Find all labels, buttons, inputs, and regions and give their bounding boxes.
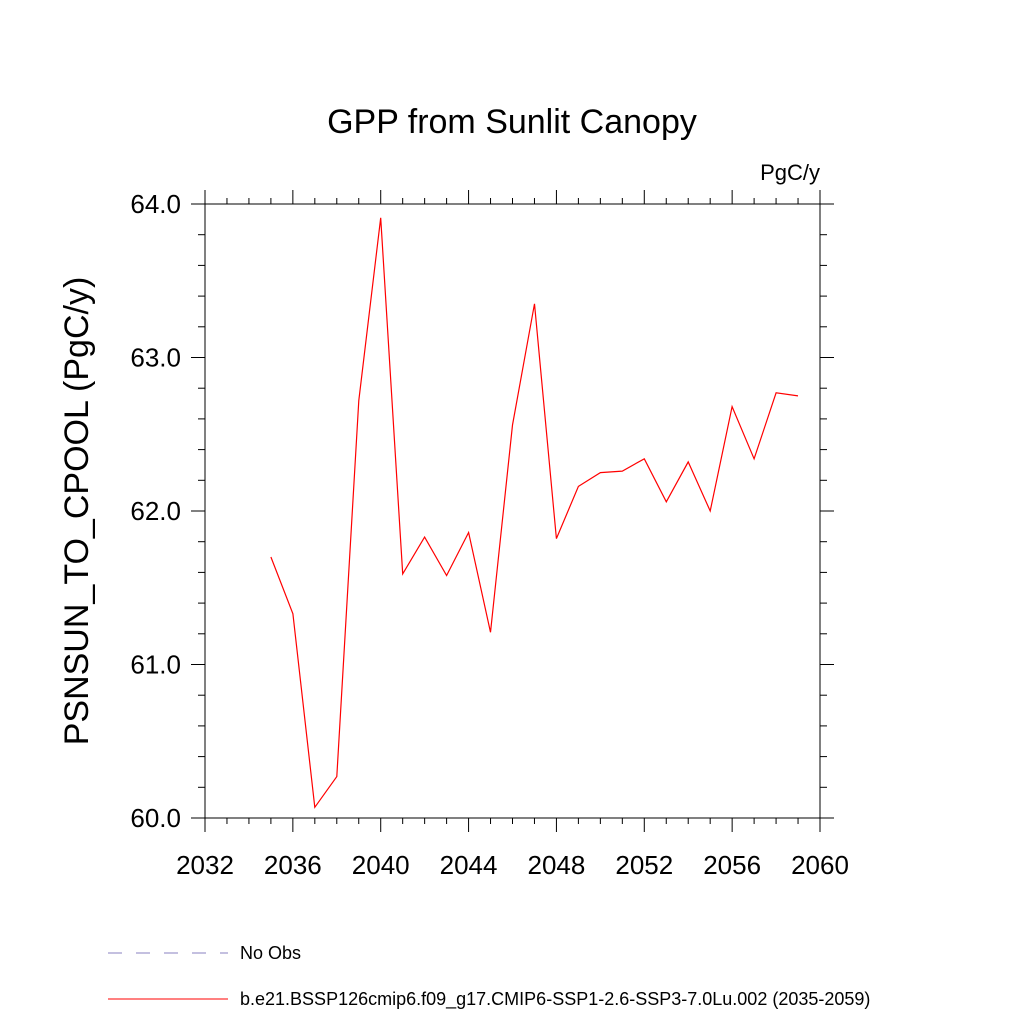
series-line [270,217,799,809]
x-tick-label: 2044 [440,850,498,880]
y-tick-label: 61.0 [130,650,181,680]
x-tick-label: 2060 [791,850,849,880]
x-tick-label: 2048 [528,850,586,880]
legend: No Obs b.e21.BSSP126cmip6.f09_g17.CMIP6-S… [108,943,870,1010]
y-tick-label: 64.0 [130,189,181,219]
series-group [270,217,799,809]
x-tick-labels: 2032 2036 2040 2044 2048 2052 2056 2060 [176,850,849,880]
axis-ticks [191,190,834,832]
legend-label: No Obs [240,943,301,963]
chart-title: GPP from Sunlit Canopy [327,103,697,141]
y-tick-labels: 60.0 61.0 62.0 63.0 64.0 [130,189,181,833]
y-tick-label: 63.0 [130,343,181,373]
x-tick-label: 2032 [176,850,234,880]
plot-frame [204,203,821,819]
x-tick-label: 2056 [703,850,761,880]
y-tick-label: 62.0 [130,496,181,526]
units-label: PgC/y [760,160,820,185]
x-tick-label: 2036 [264,850,322,880]
y-tick-label: 60.0 [130,803,181,833]
legend-label: b.e21.BSSP126cmip6.f09_g17.CMIP6-SSP1-2.… [240,989,870,1010]
x-tick-label: 2052 [615,850,673,880]
y-axis-label: PSNSUN_TO_CPOOL (PgC/y) [58,277,96,746]
x-tick-label: 2040 [352,850,410,880]
